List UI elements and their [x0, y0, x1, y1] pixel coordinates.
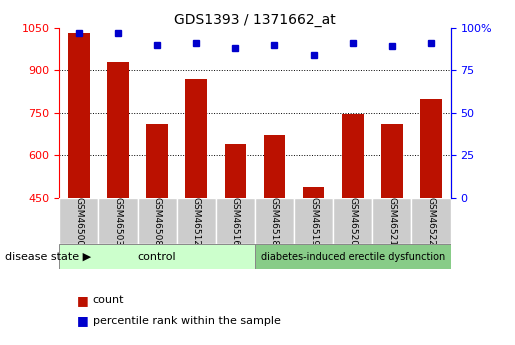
Bar	[59, 198, 98, 244]
Text: GSM46503: GSM46503	[113, 197, 123, 246]
Title: GDS1393 / 1371662_at: GDS1393 / 1371662_at	[174, 12, 336, 27]
Bar	[372, 198, 411, 244]
Text: diabetes-induced erectile dysfunction: diabetes-induced erectile dysfunction	[261, 252, 445, 262]
Bar	[68, 33, 90, 198]
Bar	[255, 244, 451, 269]
Bar	[303, 187, 324, 198]
Text: GSM46518: GSM46518	[270, 197, 279, 246]
Bar	[177, 198, 216, 244]
Bar	[264, 136, 285, 198]
Bar	[98, 198, 138, 244]
Text: GSM46520: GSM46520	[348, 197, 357, 246]
Bar	[420, 99, 442, 198]
Text: GSM46508: GSM46508	[152, 197, 162, 246]
Bar	[185, 79, 207, 198]
Bar	[216, 198, 255, 244]
Text: control: control	[138, 252, 176, 262]
Bar	[225, 144, 246, 198]
Bar	[59, 244, 255, 269]
Text: GSM46500: GSM46500	[74, 197, 83, 246]
Text: GSM46519: GSM46519	[309, 197, 318, 246]
Bar	[294, 198, 333, 244]
Bar	[146, 124, 168, 198]
Bar	[333, 198, 372, 244]
Text: GSM46521: GSM46521	[387, 197, 397, 246]
Text: ■: ■	[77, 314, 89, 327]
Bar	[107, 62, 129, 198]
Bar	[138, 198, 177, 244]
Text: count: count	[93, 295, 124, 305]
Bar	[411, 198, 451, 244]
Bar	[255, 198, 294, 244]
Bar	[342, 114, 364, 198]
Bar	[381, 124, 403, 198]
Text: disease state ▶: disease state ▶	[5, 252, 91, 262]
Text: GSM46512: GSM46512	[192, 197, 201, 246]
Text: GSM46522: GSM46522	[426, 197, 436, 246]
Text: ■: ■	[77, 294, 89, 307]
Text: percentile rank within the sample: percentile rank within the sample	[93, 316, 281, 326]
Text: GSM46516: GSM46516	[231, 197, 240, 246]
